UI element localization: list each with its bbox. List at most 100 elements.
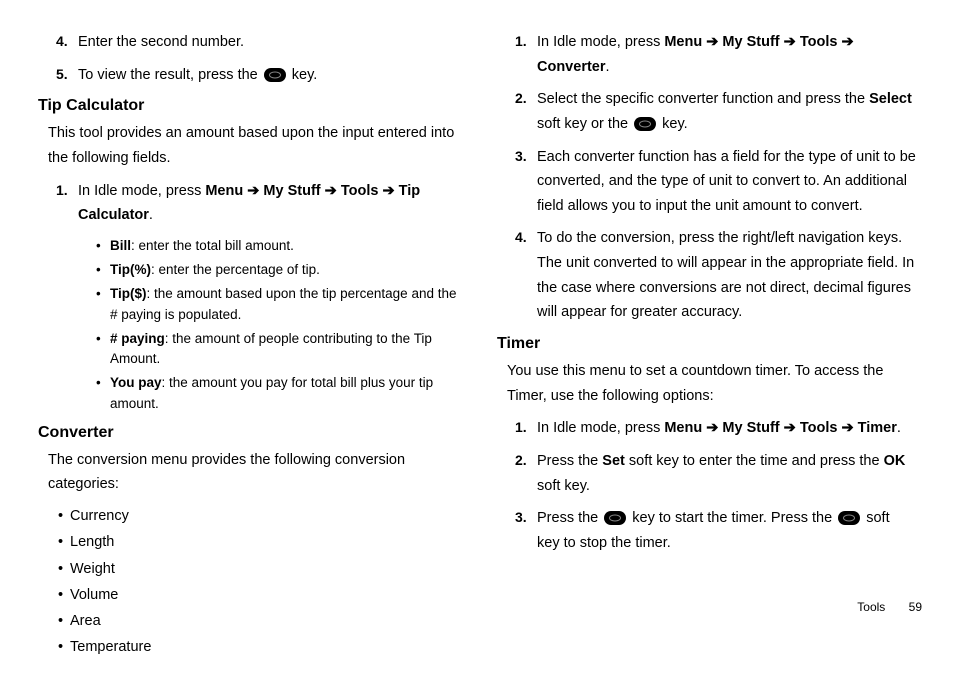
bullet-body: Tip($): the amount based upon the tip pe…	[110, 284, 457, 325]
body-text: key to start the timer. Press the	[628, 510, 836, 526]
bullet-dot-icon: •	[58, 610, 70, 633]
menu-path-part: My Stuff	[263, 183, 320, 199]
converter-intro: The conversion menu provides the followi…	[48, 448, 457, 497]
right-column: 1.In Idle mode, press Menu ➔ My Stuff ➔ …	[497, 30, 926, 662]
step-number: 2.	[497, 87, 537, 136]
bullet-item: •You pay: the amount you pay for total b…	[96, 373, 457, 414]
category-label: Length	[70, 531, 114, 554]
menu-path-part: My Stuff	[722, 34, 779, 50]
list-item: 2.Press the Set soft key to enter the ti…	[497, 449, 916, 498]
bullet-body: # paying: the amount of people contribut…	[110, 329, 457, 370]
bullet-item: •# paying: the amount of people contribu…	[96, 329, 457, 370]
category-item: •Length	[58, 531, 457, 554]
list-item: 4.To do the conversion, press the right/…	[497, 226, 916, 325]
bullet-label: Tip($)	[110, 286, 147, 301]
ok-key-icon	[838, 511, 860, 525]
footer-page-number: 59	[909, 600, 922, 614]
bold-text: Select	[869, 91, 912, 107]
bullet-label: Tip(%)	[110, 262, 151, 277]
bullet-label: You pay	[110, 375, 162, 390]
arrow-icon: ➔	[321, 183, 341, 199]
category-label: Currency	[70, 505, 129, 528]
arrow-icon: ➔	[837, 34, 853, 50]
bullet-dot-icon: •	[96, 329, 110, 370]
body-text: Press the	[537, 510, 602, 526]
arrow-icon: ➔	[837, 420, 857, 436]
tip-calc-intro: This tool provides an amount based upon …	[48, 121, 457, 170]
category-label: Area	[70, 610, 101, 633]
bullet-body: Bill: enter the total bill amount.	[110, 236, 457, 256]
list-item: 1.In Idle mode, press Menu ➔ My Stuff ➔ …	[497, 416, 916, 441]
list-item: 5.To view the result, press the key.	[38, 63, 457, 88]
body-text: Each converter function has a field for …	[537, 149, 916, 214]
timer-intro: You use this menu to set a countdown tim…	[507, 359, 916, 408]
list-item: 3.Press the key to start the timer. Pres…	[497, 506, 916, 555]
list-item: 1.In Idle mode, press Menu ➔ My Stuff ➔ …	[497, 30, 916, 79]
step-body: In Idle mode, press Menu ➔ My Stuff ➔ To…	[78, 179, 457, 228]
bullet-dot-icon: •	[96, 236, 110, 256]
list-item: 3.Each converter function has a field fo…	[497, 145, 916, 219]
body-text: key.	[658, 116, 688, 132]
step-number: 5.	[38, 63, 78, 88]
category-label: Volume	[70, 584, 118, 607]
bullet-label: Bill	[110, 238, 131, 253]
ok-key-icon	[264, 68, 286, 82]
body-text: soft key.	[537, 478, 590, 494]
category-item: •Volume	[58, 584, 457, 607]
menu-path-part: Menu	[205, 183, 243, 199]
bullet-dot-icon: •	[96, 260, 110, 280]
step-number: 3.	[497, 145, 537, 219]
top-steps: 4.Enter the second number. 5.To view the …	[38, 30, 457, 87]
step-body: Press the key to start the timer. Press …	[537, 506, 916, 555]
left-column: 4.Enter the second number. 5.To view the …	[28, 30, 457, 662]
heading-timer: Timer	[497, 335, 916, 353]
bold-text: OK	[884, 453, 906, 469]
menu-path-part: Tools	[800, 420, 838, 436]
menu-path-part: Tools	[341, 183, 379, 199]
body-text: To do the conversion, press the right/le…	[537, 230, 914, 320]
category-label: Weight	[70, 558, 115, 581]
bullet-item: •Tip($): the amount based upon the tip p…	[96, 284, 457, 325]
arrow-icon: ➔	[780, 420, 800, 436]
bullet-dot-icon: •	[58, 636, 70, 659]
timer-steps: 1.In Idle mode, press Menu ➔ My Stuff ➔ …	[497, 416, 916, 555]
ok-key-icon	[634, 117, 656, 131]
list-item: 4.Enter the second number.	[38, 30, 457, 55]
step-body: Press the Set soft key to enter the time…	[537, 449, 916, 498]
category-item: •Weight	[58, 558, 457, 581]
page-footer: Tools 59	[857, 600, 922, 614]
bullet-dot-icon: •	[96, 373, 110, 414]
arrow-icon: ➔	[702, 420, 722, 436]
category-label: Temperature	[70, 636, 151, 659]
heading-converter: Converter	[38, 424, 457, 442]
step-number: 2.	[497, 449, 537, 498]
step-number: 4.	[497, 226, 537, 325]
bullet-item: •Bill: enter the total bill amount.	[96, 236, 457, 256]
converter-categories: •Currency•Length•Weight•Volume•Area•Temp…	[38, 505, 457, 659]
bullet-dot-icon: •	[58, 584, 70, 607]
bullet-body: Tip(%): enter the percentage of tip.	[110, 260, 457, 280]
step-body: Select the specific converter function a…	[537, 87, 916, 136]
arrow-icon: ➔	[378, 183, 398, 199]
menu-path-part: Converter	[537, 59, 606, 75]
tip-calc-step: 1.In Idle mode, press Menu ➔ My Stuff ➔ …	[38, 179, 457, 228]
category-item: •Area	[58, 610, 457, 633]
arrow-icon: ➔	[702, 34, 722, 50]
list-item: 1.In Idle mode, press Menu ➔ My Stuff ➔ …	[38, 179, 457, 228]
bullet-dot-icon: •	[96, 284, 110, 325]
step-number: 1.	[497, 416, 537, 441]
body-text: Press the	[537, 453, 602, 469]
menu-path-part: Menu	[664, 420, 702, 436]
step-body: Enter the second number.	[78, 30, 457, 55]
menu-path-part: My Stuff	[722, 420, 779, 436]
converter-steps: 1.In Idle mode, press Menu ➔ My Stuff ➔ …	[497, 30, 916, 325]
bullet-item: •Tip(%): enter the percentage of tip.	[96, 260, 457, 280]
category-item: •Temperature	[58, 636, 457, 659]
menu-path-part: Menu	[664, 34, 702, 50]
bullet-body: You pay: the amount you pay for total bi…	[110, 373, 457, 414]
step-number: 3.	[497, 506, 537, 555]
step-number: 1.	[497, 30, 537, 79]
bullet-label: # paying	[110, 331, 165, 346]
step-body: Each converter function has a field for …	[537, 145, 916, 219]
step-number: 4.	[38, 30, 78, 55]
